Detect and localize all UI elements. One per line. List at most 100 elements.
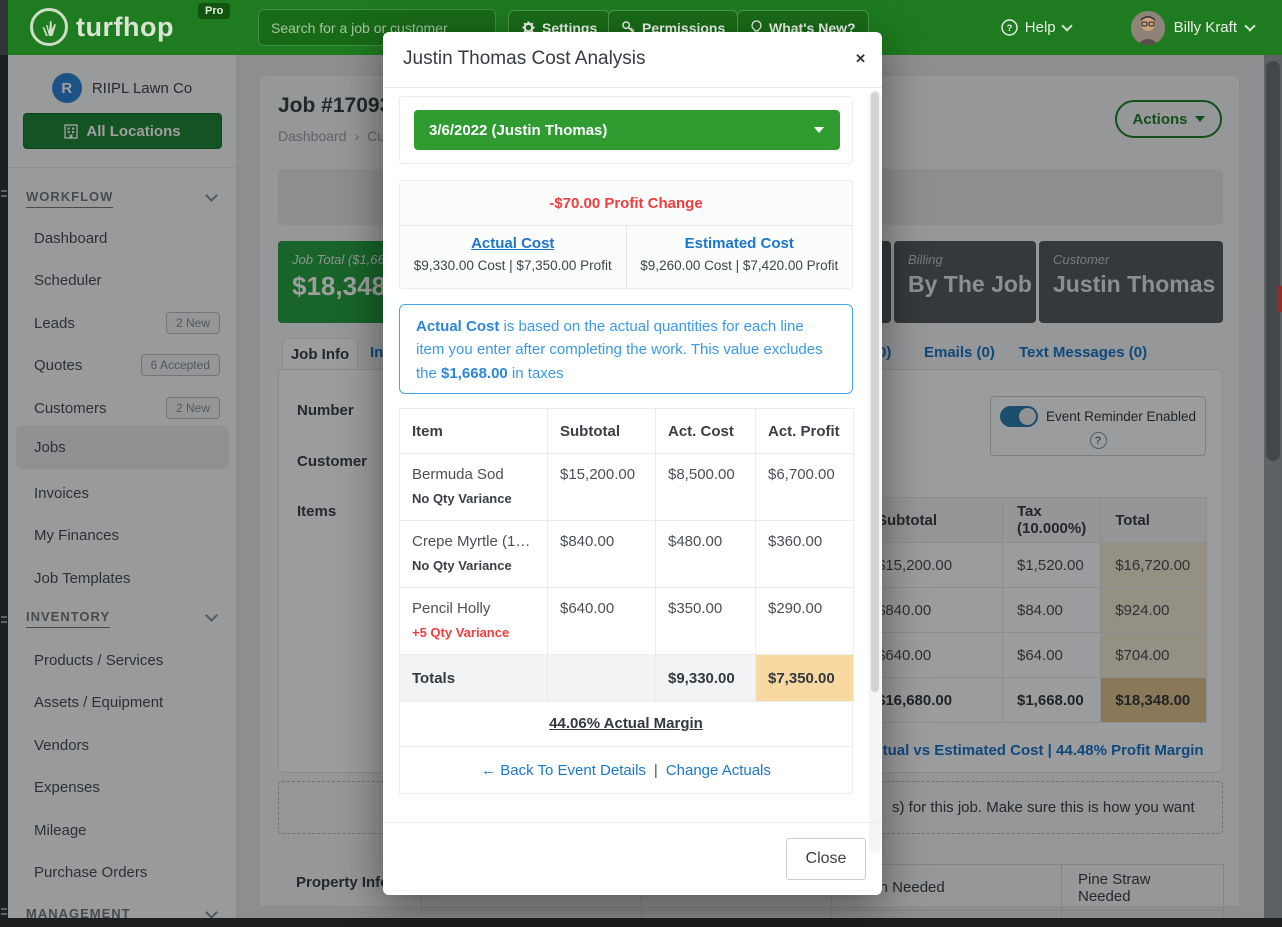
modal-body: 3/6/2022 (Justin Thomas) -$70.00 Profit … bbox=[383, 88, 882, 854]
modal-header: Justin Thomas Cost Analysis ✕ bbox=[383, 32, 882, 88]
link-separator: | bbox=[1047, 742, 1052, 759]
toggle-knob bbox=[1018, 408, 1036, 425]
badge: 2 New bbox=[165, 397, 220, 419]
event-reminder-toggle[interactable] bbox=[999, 406, 1038, 427]
svg-text:?: ? bbox=[1006, 23, 1012, 34]
table-row: Bermuda Sod No Qty Variance $15,200.00 $8… bbox=[399, 453, 854, 521]
tab-job-info[interactable]: Job Info bbox=[282, 338, 358, 370]
help-circle-icon: ? bbox=[1001, 19, 1018, 36]
cost-links-row: Actual vs Estimated Cost | 44.48% Profit… bbox=[862, 742, 1205, 759]
profit-change-text: -$70.00 Profit Change bbox=[400, 181, 852, 226]
sidebar-item-leads[interactable]: Leads 2 New bbox=[8, 305, 236, 341]
table-totals-row: Totals $9,330.00 $7,350.00 bbox=[399, 654, 854, 702]
change-actuals-link[interactable]: Change Actuals bbox=[665, 761, 771, 779]
sidebar-item-purchase-orders[interactable]: Purchase Orders bbox=[34, 863, 148, 881]
brand-name: turfhop bbox=[76, 11, 174, 42]
table-row: $640.00 $64.00 $704.00 bbox=[862, 632, 1208, 678]
sidebar-item-scheduler[interactable]: Scheduler bbox=[34, 271, 102, 289]
modal-footer: Close bbox=[383, 822, 882, 895]
breadcrumb-separator: › bbox=[354, 128, 360, 144]
section-header-inventory[interactable]: INVENTORY bbox=[8, 603, 236, 633]
sidebar: R RIIPL Lawn Co All Locations WORKFLOW D… bbox=[8, 55, 237, 927]
actual-margin-link[interactable]: 44.06% Actual Margin bbox=[549, 715, 703, 732]
field-label-customer: Customer bbox=[297, 453, 368, 470]
tab-text-messages[interactable]: Text Messages (0) bbox=[1019, 344, 1148, 361]
sidebar-item-customers[interactable]: Customers 2 New bbox=[8, 390, 236, 426]
qty-variance: No Qty Variance bbox=[412, 558, 512, 573]
cost-summary-card: -$70.00 Profit Change Actual Cost $9,330… bbox=[399, 180, 853, 289]
event-reminder-box: Event Reminder Enabled ? bbox=[990, 396, 1206, 456]
table-row: Pencil Holly +5 Qty Variance $640.00 $350… bbox=[399, 587, 854, 655]
billing-card: Billing By The Job bbox=[894, 241, 1036, 323]
help-circle-icon[interactable]: ? bbox=[1089, 432, 1107, 449]
qty-variance: No Qty Variance bbox=[412, 491, 512, 506]
sidebar-item-products-services[interactable]: Products / Services bbox=[34, 651, 164, 669]
page-scrollbar[interactable] bbox=[1264, 55, 1282, 927]
drag-handle-icon bbox=[1, 195, 7, 197]
scrollbar-thumb[interactable] bbox=[1266, 61, 1280, 461]
modal-scrollbar[interactable] bbox=[869, 90, 881, 852]
tab-actual-cost[interactable]: Actual Cost $9,330.00 Cost | $7,350.00 P… bbox=[413, 235, 612, 273]
close-icon[interactable]: ✕ bbox=[855, 51, 866, 66]
table-header-row: Subtotal Tax (10.000%) Total bbox=[862, 497, 1208, 543]
sidebar-item-dashboard[interactable]: Dashboard bbox=[34, 229, 108, 247]
page-title: Job #17093 bbox=[278, 94, 392, 117]
left-rail bbox=[0, 0, 8, 927]
avatar bbox=[1130, 10, 1165, 45]
sidebar-item-jobs[interactable]: Jobs bbox=[34, 438, 66, 456]
sidebar-item-job-templates[interactable]: Job Templates bbox=[34, 569, 131, 587]
all-locations-button[interactable]: All Locations bbox=[23, 113, 222, 149]
turfhop-grass-icon bbox=[30, 8, 68, 46]
table-totals-row: $16,680.00 $1,668.00 $18,348.00 bbox=[862, 677, 1208, 723]
cost-analysis-modal: Justin Thomas Cost Analysis ✕ 3/6/2022 (… bbox=[383, 32, 882, 895]
brand-logo[interactable]: turfhop Pro bbox=[30, 3, 231, 46]
sidebar-item-vendors[interactable]: Vendors bbox=[34, 736, 90, 754]
table-header-row: Item Subtotal Act. Cost Act. Profit bbox=[399, 408, 854, 454]
badge: 2 New bbox=[165, 312, 220, 334]
drag-handle-icon bbox=[1, 621, 7, 623]
gear-icon bbox=[522, 21, 535, 34]
close-button[interactable]: Close bbox=[786, 838, 866, 880]
company-avatar: R bbox=[51, 73, 82, 103]
event-select-dropdown[interactable]: 3/6/2022 (Justin Thomas) bbox=[414, 110, 840, 150]
link-separator: | bbox=[653, 761, 658, 779]
profit-margin-link[interactable]: 44.48% Profit Margin bbox=[1056, 742, 1204, 759]
actions-button[interactable]: Actions bbox=[1115, 100, 1222, 138]
back-to-event-details-link[interactable]: ← Back To Event Details bbox=[481, 761, 646, 779]
sidebar-item-assets-equipment[interactable]: Assets / Equipment bbox=[34, 693, 164, 711]
sidebar-item-invoices[interactable]: Invoices bbox=[34, 484, 90, 502]
drag-handle-icon bbox=[1, 616, 7, 618]
divider bbox=[8, 167, 236, 168]
scroll-marker bbox=[1277, 286, 1282, 312]
tab-estimated-cost[interactable]: Estimated Cost $9,260.00 Cost | $7,420.0… bbox=[625, 226, 853, 288]
cost-tabs: Actual Cost $9,330.00 Cost | $7,350.00 P… bbox=[400, 226, 852, 288]
company-switcher[interactable]: R RIIPL Lawn Co bbox=[8, 73, 236, 103]
actual-cost-info-alert: Actual Cost is based on the actual quant… bbox=[399, 304, 853, 394]
sidebar-item-expenses[interactable]: Expenses bbox=[34, 778, 100, 796]
user-menu[interactable]: Billy Kraft bbox=[1130, 10, 1256, 45]
section-header-workflow[interactable]: WORKFLOW bbox=[8, 183, 236, 213]
qty-variance: +5 Qty Variance bbox=[412, 625, 510, 640]
sidebar-item-my-finances[interactable]: My Finances bbox=[34, 526, 120, 544]
chevron-down-icon bbox=[1244, 19, 1256, 32]
actual-vs-estimated-link[interactable]: Actual vs Estimated Cost bbox=[863, 742, 1044, 759]
table-row: $840.00 $84.00 $924.00 bbox=[862, 587, 1208, 633]
scrollbar-thumb[interactable] bbox=[871, 92, 879, 692]
modal-links-row: ← Back To Event Details | Change Actuals bbox=[399, 747, 853, 794]
property-info-label: Property Info bbox=[296, 874, 390, 891]
breadcrumb-dashboard[interactable]: Dashboard bbox=[278, 128, 347, 144]
sidebar-item-mileage[interactable]: Mileage bbox=[34, 821, 87, 839]
search-input[interactable] bbox=[258, 9, 496, 46]
caret-down-icon bbox=[1194, 116, 1205, 122]
sidebar-item-quotes[interactable]: Quotes 6 Accepted bbox=[8, 347, 236, 383]
tab-emails[interactable]: Emails (0) bbox=[924, 344, 995, 361]
pro-badge: Pro bbox=[198, 3, 231, 19]
job-items-table: Subtotal Tax (10.000%) Total $15,200.00 … bbox=[862, 497, 1208, 723]
building-icon bbox=[64, 123, 79, 139]
chevron-down-icon bbox=[1060, 19, 1073, 32]
navbar-right: ? Help Billy Kraft bbox=[1001, 0, 1282, 55]
help-menu[interactable]: ? Help bbox=[1001, 19, 1073, 36]
drag-handle-icon bbox=[1, 913, 7, 915]
notice-text: s) for this job. Make sure this is how y… bbox=[892, 799, 1195, 816]
